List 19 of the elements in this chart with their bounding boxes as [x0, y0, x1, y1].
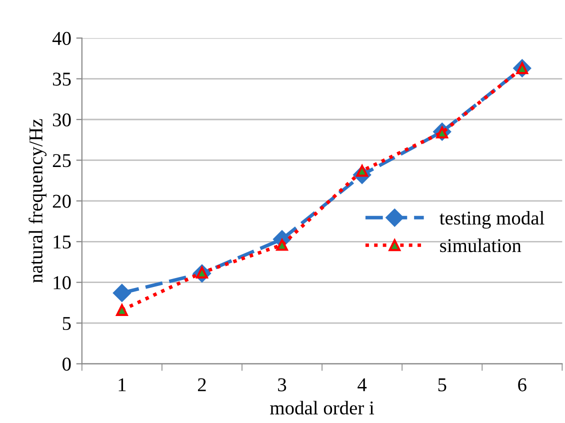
y-tick-label: 35 [52, 72, 71, 86]
y-axis-title: natural frequency/Hz [28, 119, 47, 283]
y-tick-label: 25 [52, 154, 71, 168]
x-tick-label: 6 [518, 378, 526, 392]
x-tick-label: 1 [118, 378, 126, 392]
y-tick-label: 20 [52, 194, 71, 208]
legend-label: simulation [440, 238, 522, 252]
x-tick-label: 5 [438, 378, 446, 392]
y-tick-label: 40 [52, 32, 71, 46]
x-tick-label: 4 [358, 378, 367, 392]
y-tick-label: 30 [52, 113, 71, 126]
y-tick-label: 5 [62, 317, 71, 330]
legend-label: testing modal [440, 210, 544, 229]
x-tick-label: 2 [198, 378, 206, 392]
x-tick-label: 3 [278, 378, 286, 392]
y-tick-label: 15 [54, 236, 71, 249]
x-axis-title: modal order i [270, 400, 374, 415]
y-tick-label: 0 [62, 358, 71, 371]
y-tick-label: 10 [54, 276, 71, 290]
